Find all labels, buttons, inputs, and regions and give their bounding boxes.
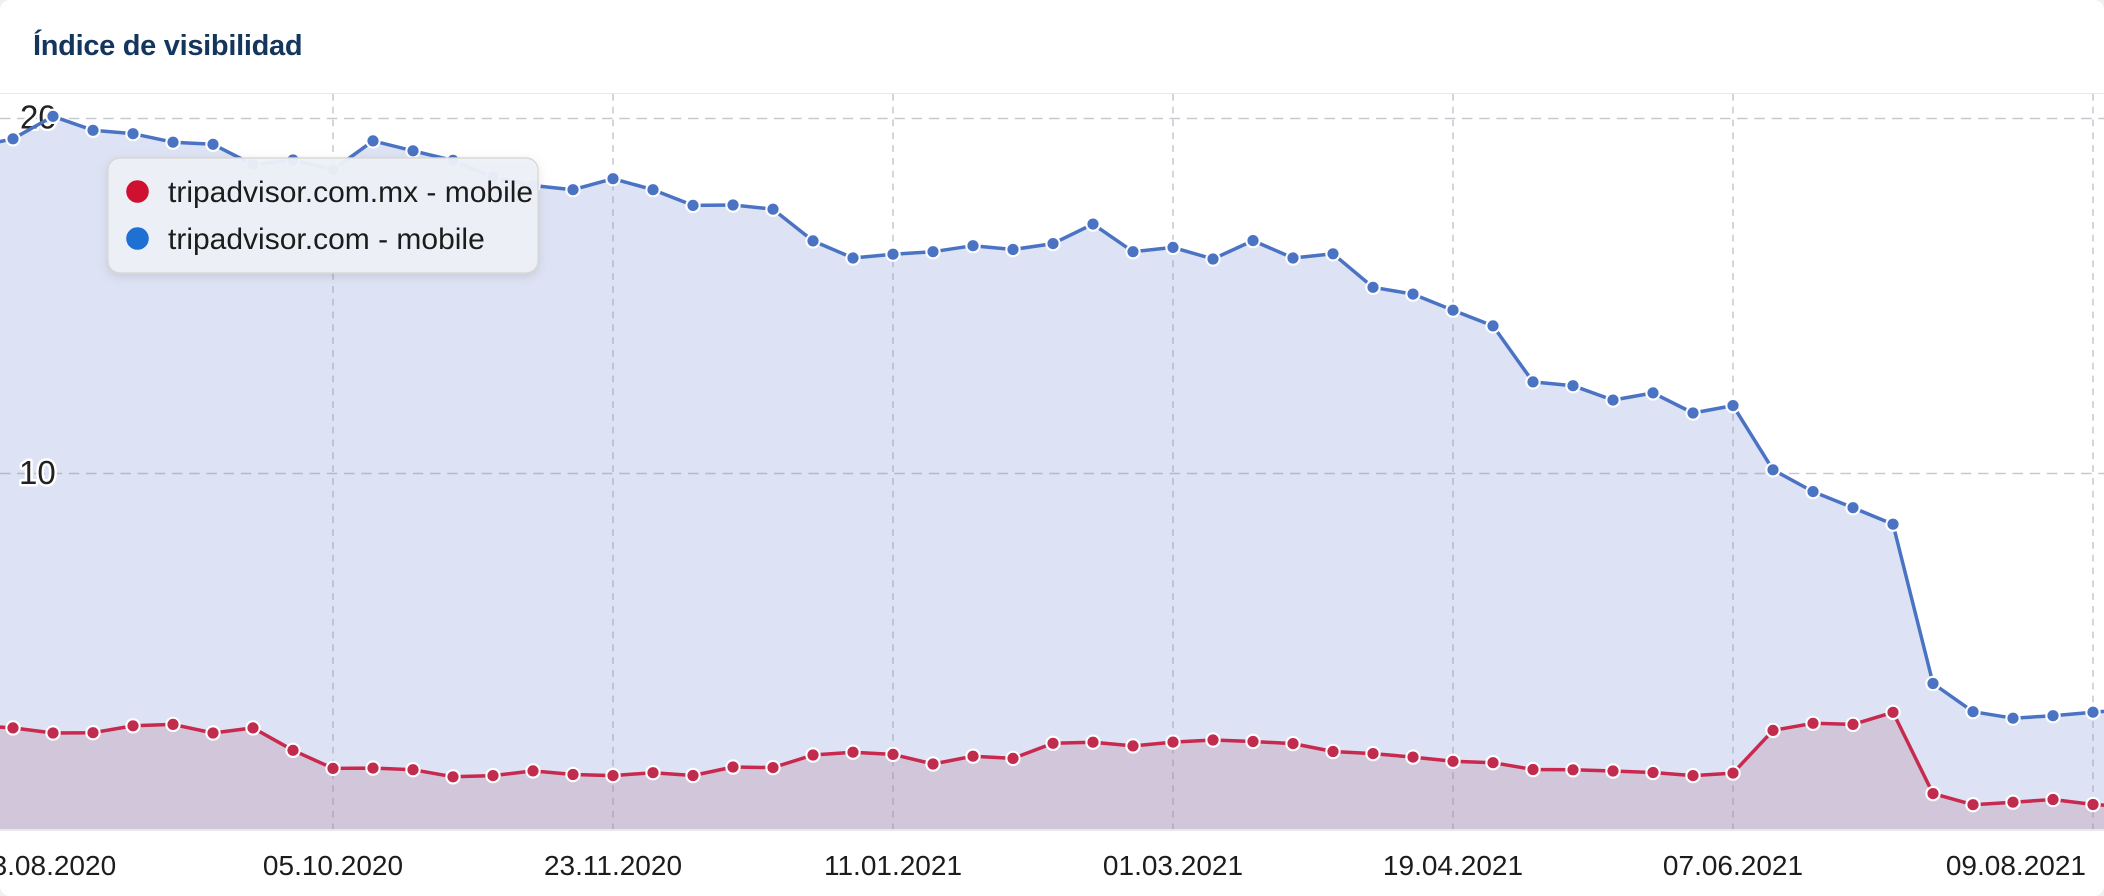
svg-text:07.06.2021: 07.06.2021 bbox=[1663, 850, 1803, 881]
svg-text:01.03.2021: 01.03.2021 bbox=[1103, 850, 1243, 881]
svg-text:tripadvisor.com.mx - mobile: tripadvisor.com.mx - mobile bbox=[168, 176, 533, 209]
svg-text:Índice de visibilidad: Índice de visibilidad bbox=[33, 28, 302, 62]
svg-text:11.01.2021: 11.01.2021 bbox=[824, 850, 962, 881]
svg-text:19.04.2021: 19.04.2021 bbox=[1383, 850, 1523, 881]
svg-text:09.08.2021: 09.08.2021 bbox=[1946, 850, 2086, 881]
svg-text:03.08.2020: 03.08.2020 bbox=[0, 850, 116, 881]
svg-text:05.10.2020: 05.10.2020 bbox=[263, 850, 403, 881]
svg-text:10: 10 bbox=[19, 454, 56, 491]
svg-text:23.11.2020: 23.11.2020 bbox=[544, 850, 682, 881]
svg-text:tripadvisor.com - mobile: tripadvisor.com - mobile bbox=[168, 223, 485, 256]
